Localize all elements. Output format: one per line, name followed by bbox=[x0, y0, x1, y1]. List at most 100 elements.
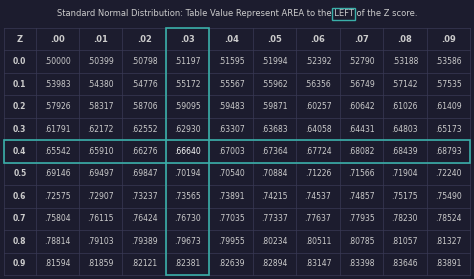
Text: .55567: .55567 bbox=[218, 80, 245, 89]
Text: .09: .09 bbox=[441, 35, 456, 44]
Text: .71904: .71904 bbox=[392, 169, 418, 179]
Text: .83891: .83891 bbox=[435, 259, 462, 268]
Text: 0.1: 0.1 bbox=[13, 80, 27, 89]
Text: .68082: .68082 bbox=[348, 147, 374, 156]
Text: .57142: .57142 bbox=[392, 80, 418, 89]
Text: .71566: .71566 bbox=[348, 169, 375, 179]
Text: .56356: .56356 bbox=[305, 80, 331, 89]
Text: .50399: .50399 bbox=[87, 57, 114, 66]
Text: 0.3: 0.3 bbox=[13, 124, 27, 134]
Text: .65173: .65173 bbox=[435, 124, 462, 134]
Text: .05: .05 bbox=[267, 35, 282, 44]
Text: .68793: .68793 bbox=[435, 147, 462, 156]
Text: .55172: .55172 bbox=[174, 80, 201, 89]
Text: .77035: .77035 bbox=[218, 214, 245, 223]
Text: .67003: .67003 bbox=[218, 147, 245, 156]
Text: .81327: .81327 bbox=[435, 237, 462, 246]
Text: .07: .07 bbox=[354, 35, 369, 44]
Text: .59483: .59483 bbox=[218, 102, 245, 111]
Text: .82381: .82381 bbox=[174, 259, 201, 268]
Text: 0.4: 0.4 bbox=[13, 147, 27, 156]
Text: .71226: .71226 bbox=[305, 169, 331, 179]
Text: .78230: .78230 bbox=[392, 214, 418, 223]
Text: .82121: .82121 bbox=[131, 259, 157, 268]
Text: .51197: .51197 bbox=[174, 57, 201, 66]
Text: .61409: .61409 bbox=[435, 102, 462, 111]
Text: .54380: .54380 bbox=[87, 80, 114, 89]
Text: .75804: .75804 bbox=[44, 214, 71, 223]
Text: .76424: .76424 bbox=[131, 214, 157, 223]
Text: .03: .03 bbox=[180, 35, 195, 44]
Text: .61026: .61026 bbox=[392, 102, 418, 111]
Text: .62172: .62172 bbox=[88, 124, 114, 134]
Text: .53586: .53586 bbox=[435, 57, 462, 66]
Text: .56749: .56749 bbox=[348, 80, 375, 89]
Bar bbox=[166, 28, 210, 275]
Text: .80785: .80785 bbox=[348, 237, 374, 246]
Text: .52392: .52392 bbox=[305, 57, 331, 66]
Text: .70540: .70540 bbox=[218, 169, 245, 179]
Text: .73565: .73565 bbox=[174, 192, 201, 201]
Text: .73891: .73891 bbox=[218, 192, 244, 201]
Text: .82894: .82894 bbox=[261, 259, 288, 268]
Text: 0.7: 0.7 bbox=[13, 214, 27, 223]
Text: .55962: .55962 bbox=[261, 80, 288, 89]
Text: .79389: .79389 bbox=[131, 237, 157, 246]
Text: .60642: .60642 bbox=[348, 102, 375, 111]
Text: .81859: .81859 bbox=[88, 259, 114, 268]
Bar bbox=[332, 8, 355, 20]
Text: .66276: .66276 bbox=[131, 147, 157, 156]
Text: .52790: .52790 bbox=[348, 57, 375, 66]
Text: .02: .02 bbox=[137, 35, 152, 44]
Text: .67364: .67364 bbox=[261, 147, 288, 156]
Text: .74215: .74215 bbox=[261, 192, 288, 201]
Text: .77637: .77637 bbox=[305, 214, 331, 223]
Text: .83646: .83646 bbox=[392, 259, 418, 268]
Text: .58706: .58706 bbox=[131, 102, 157, 111]
Text: .57926: .57926 bbox=[44, 102, 71, 111]
Text: .59871: .59871 bbox=[261, 102, 288, 111]
Text: .66640: .66640 bbox=[174, 147, 201, 156]
Bar bbox=[4, 140, 470, 163]
Text: .70884: .70884 bbox=[261, 169, 288, 179]
Text: .68439: .68439 bbox=[392, 147, 418, 156]
Text: .72575: .72575 bbox=[44, 192, 71, 201]
Text: .64431: .64431 bbox=[348, 124, 375, 134]
Text: .60257: .60257 bbox=[305, 102, 331, 111]
Text: .80511: .80511 bbox=[305, 237, 331, 246]
Text: .67724: .67724 bbox=[305, 147, 331, 156]
Text: .50798: .50798 bbox=[131, 57, 157, 66]
Text: .54776: .54776 bbox=[131, 80, 157, 89]
Text: .57535: .57535 bbox=[435, 80, 462, 89]
Text: .74537: .74537 bbox=[305, 192, 331, 201]
Text: Standard Normal Distribution: Table Value Represent AREA to the LEFT of the Z sc: Standard Normal Distribution: Table Valu… bbox=[57, 9, 417, 18]
Text: .74857: .74857 bbox=[348, 192, 375, 201]
Text: .69497: .69497 bbox=[87, 169, 114, 179]
Text: Z: Z bbox=[17, 35, 23, 44]
Text: .51994: .51994 bbox=[261, 57, 288, 66]
Text: .72907: .72907 bbox=[87, 192, 114, 201]
Text: .69847: .69847 bbox=[131, 169, 157, 179]
Text: .65910: .65910 bbox=[87, 147, 114, 156]
Text: .62930: .62930 bbox=[174, 124, 201, 134]
Text: .53983: .53983 bbox=[44, 80, 71, 89]
Text: .69146: .69146 bbox=[44, 169, 71, 179]
Text: .53188: .53188 bbox=[392, 57, 418, 66]
Text: .65542: .65542 bbox=[44, 147, 71, 156]
Text: .75490: .75490 bbox=[435, 192, 462, 201]
Text: .82639: .82639 bbox=[218, 259, 244, 268]
Text: .72240: .72240 bbox=[435, 169, 462, 179]
Text: .06: .06 bbox=[310, 35, 325, 44]
Text: .76115: .76115 bbox=[88, 214, 114, 223]
Text: .77935: .77935 bbox=[348, 214, 375, 223]
Text: .63307: .63307 bbox=[218, 124, 245, 134]
Text: .62552: .62552 bbox=[131, 124, 157, 134]
Text: .76730: .76730 bbox=[174, 214, 201, 223]
Text: .78814: .78814 bbox=[44, 237, 71, 246]
Text: .64803: .64803 bbox=[392, 124, 418, 134]
Text: .73237: .73237 bbox=[131, 192, 157, 201]
Text: .51595: .51595 bbox=[218, 57, 245, 66]
Text: .08: .08 bbox=[398, 35, 412, 44]
Text: .63683: .63683 bbox=[261, 124, 288, 134]
Text: 0.2: 0.2 bbox=[13, 102, 27, 111]
